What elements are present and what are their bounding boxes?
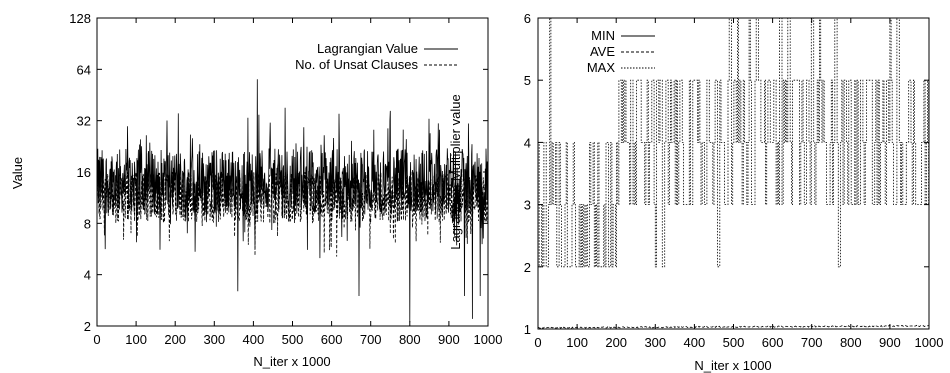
right-x-tick-label: 700: [801, 335, 823, 350]
left-y-tick-label: 8: [84, 216, 91, 231]
right-x-tick-label: 400: [684, 335, 706, 350]
left-x-tick-label: 0: [93, 332, 100, 347]
right-y-tick-label: 6: [524, 11, 531, 26]
right-y-tick-label: 4: [524, 135, 531, 150]
left-x-tick-label: 100: [125, 332, 147, 347]
right-x-tick-label: 1000: [915, 335, 944, 350]
left-x-tick-label: 1000: [474, 332, 503, 347]
right-x-tick-label: 300: [644, 335, 666, 350]
legend-ave-label: AVE: [590, 44, 615, 59]
right-x-tick-label: 900: [879, 335, 901, 350]
left-legend: Lagrangian Value No. of Unsat Clauses: [295, 41, 458, 72]
left-x-tick-label: 200: [164, 332, 186, 347]
left-x-tick-label: 400: [243, 332, 265, 347]
legend-min-label: MIN: [591, 28, 615, 43]
right-y-tick-label: 1: [524, 322, 531, 337]
left-y-tick-label: 4: [84, 268, 91, 283]
right-x-ticks: 0 100 200 300 400 500 600 700 800 900 1000: [534, 18, 943, 350]
left-x-tick-label: 500: [282, 332, 304, 347]
right-x-tick-label: 800: [840, 335, 862, 350]
legend-lagrangian-label: Lagrangian Value: [317, 41, 418, 56]
left-x-tick-label: 600: [321, 332, 343, 347]
right-x-tick-label: 100: [566, 335, 588, 350]
left-y-tick-label: 2: [84, 319, 91, 334]
left-x-tick-label: 300: [203, 332, 225, 347]
left-y-tick-label: 16: [77, 165, 91, 180]
overlay-axis-label: Lagrangian Multiplier value: [448, 94, 463, 249]
left-x-tick-label: 800: [399, 332, 421, 347]
left-x-axis-label: N_iter x 1000: [253, 354, 330, 369]
legend-max-label: MAX: [587, 60, 616, 75]
right-y-ticks: 1 2 3 4 5 6: [524, 11, 929, 337]
right-x-tick-label: 500: [723, 335, 745, 350]
legend-unsat-label: No. of Unsat Clauses: [295, 57, 418, 72]
series-ave: [537, 324, 930, 329]
right-x-tick-label: 600: [762, 335, 784, 350]
left-y-axis-label: Value: [10, 157, 25, 189]
left-y-tick-label: 128: [69, 11, 91, 26]
right-x-tick-label: 200: [605, 335, 627, 350]
right-y-tick-label: 3: [524, 198, 531, 213]
right-x-axis-label: N_iter x 1000: [694, 358, 771, 373]
right-legend: MIN AVE MAX: [587, 28, 655, 75]
left-y-ticks: 2 4 8 16 32 64 128: [69, 11, 488, 334]
right-y-tick-label: 2: [524, 260, 531, 275]
right-y-tick-label: 5: [524, 73, 531, 88]
left-y-tick-label: 64: [77, 62, 91, 77]
left-y-tick-label: 32: [77, 114, 91, 129]
left-chart: 2 4 8 16 32 64 128 0 100 200 300 400 500 600 700 800 90…: [10, 11, 502, 369]
left-x-tick-label: 700: [360, 332, 382, 347]
left-x-tick-label: 900: [438, 332, 460, 347]
right-x-tick-label: 0: [534, 335, 541, 350]
left-x-ticks: 0 100 200 300 400 500 600 700 800 900 1000: [93, 18, 502, 347]
series-unsat-clauses: [96, 171, 489, 257]
